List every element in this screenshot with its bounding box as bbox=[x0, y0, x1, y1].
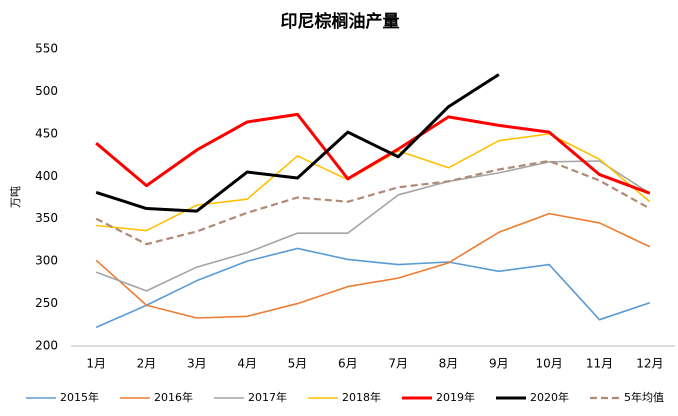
legend-label: 5年均值 bbox=[624, 390, 664, 404]
y-tick-label: 550 bbox=[35, 42, 58, 56]
y-axis-label: 万吨 bbox=[9, 186, 22, 208]
chart-title: 印尼棕榈油产量 bbox=[281, 11, 400, 32]
y-tick-label: 350 bbox=[35, 211, 58, 225]
x-tick-label: 1月 bbox=[86, 357, 106, 371]
series-line bbox=[95, 160, 651, 292]
legend-label: 2020年 bbox=[530, 390, 569, 404]
legend-label: 2015年 bbox=[60, 390, 99, 404]
x-tick-label: 4月 bbox=[237, 357, 257, 371]
x-tick-label: 10月 bbox=[536, 357, 563, 371]
x-tick-label: 6月 bbox=[338, 357, 358, 371]
series-line bbox=[95, 159, 651, 246]
x-tick-label: 3月 bbox=[187, 357, 207, 371]
series-line bbox=[95, 247, 651, 329]
y-tick-label: 300 bbox=[35, 254, 58, 268]
series-line bbox=[95, 112, 651, 195]
legend-label: 2016年 bbox=[154, 390, 193, 404]
x-tick-label: 8月 bbox=[439, 357, 459, 371]
y-tick-label: 500 bbox=[35, 84, 58, 98]
x-tick-label: 7月 bbox=[388, 357, 408, 371]
y-tick-label: 200 bbox=[35, 339, 58, 353]
y-tick-label: 450 bbox=[35, 126, 58, 140]
y-tick-label: 250 bbox=[35, 296, 58, 310]
y-tick-label: 400 bbox=[35, 169, 58, 183]
x-tick-label: 5月 bbox=[288, 357, 308, 371]
x-tick-label: 11月 bbox=[586, 357, 613, 371]
legend-label: 2019年 bbox=[436, 390, 475, 404]
x-tick-label: 12月 bbox=[636, 357, 663, 371]
x-tick-label: 2月 bbox=[137, 357, 157, 371]
legend-label: 2017年 bbox=[248, 390, 287, 404]
x-tick-label: 9月 bbox=[489, 357, 509, 371]
legend-label: 2018年 bbox=[342, 390, 381, 404]
series-line bbox=[95, 73, 500, 213]
series-line bbox=[95, 212, 651, 319]
